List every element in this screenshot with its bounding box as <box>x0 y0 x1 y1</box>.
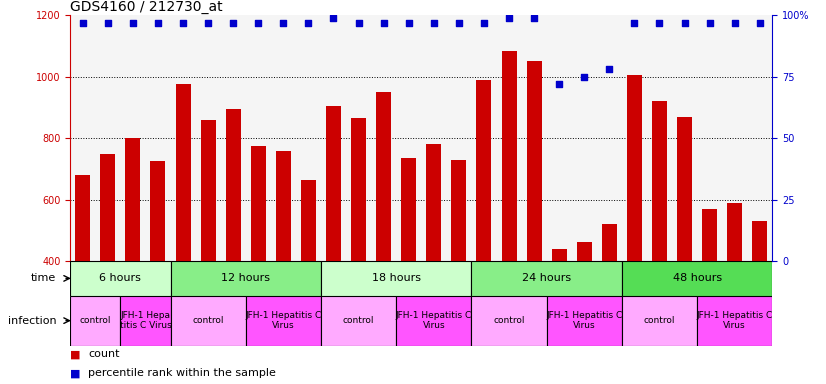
Text: count: count <box>88 349 120 359</box>
Bar <box>527 61 542 384</box>
Text: control: control <box>343 316 374 325</box>
Bar <box>170 296 246 346</box>
Bar <box>602 224 617 384</box>
Bar <box>276 151 291 384</box>
Text: control: control <box>493 316 525 325</box>
Bar <box>501 51 516 384</box>
Point <box>703 20 716 26</box>
Text: time: time <box>31 273 56 283</box>
Text: JFH-1 Hepatitis C
Virus: JFH-1 Hepatitis C Virus <box>396 311 472 330</box>
Bar <box>176 84 191 384</box>
Point <box>502 15 515 21</box>
Text: GDS4160 / 212730_at: GDS4160 / 212730_at <box>70 0 223 14</box>
Point <box>301 20 315 26</box>
Point <box>528 15 541 21</box>
Bar <box>622 296 697 346</box>
Point <box>226 20 240 26</box>
Point <box>377 20 390 26</box>
Bar <box>396 296 472 346</box>
Text: 18 hours: 18 hours <box>372 273 420 283</box>
Bar <box>121 296 170 346</box>
Point <box>453 20 466 26</box>
Text: JFH-1 Hepatitis C
Virus: JFH-1 Hepatitis C Virus <box>546 311 622 330</box>
Bar <box>70 296 121 346</box>
Point <box>628 20 641 26</box>
Point <box>202 20 215 26</box>
Bar <box>702 209 717 384</box>
Text: ■: ■ <box>70 368 81 378</box>
Bar <box>225 109 240 384</box>
Bar <box>627 75 642 384</box>
Text: 48 hours: 48 hours <box>672 273 722 283</box>
Bar <box>321 261 472 296</box>
Point <box>102 20 115 26</box>
Bar <box>547 296 622 346</box>
Bar <box>677 117 692 384</box>
Bar <box>170 261 321 296</box>
Point <box>252 20 265 26</box>
Bar <box>70 261 170 296</box>
Bar <box>472 296 547 346</box>
Text: 6 hours: 6 hours <box>99 273 141 283</box>
Text: control: control <box>643 316 675 325</box>
Bar <box>727 203 743 384</box>
Text: 12 hours: 12 hours <box>221 273 270 283</box>
Point <box>76 20 89 26</box>
Bar <box>201 120 216 384</box>
Text: control: control <box>192 316 224 325</box>
Point <box>728 20 741 26</box>
Point <box>753 20 767 26</box>
Bar <box>426 144 441 384</box>
Point <box>177 20 190 26</box>
Point <box>151 20 164 26</box>
Point <box>653 20 666 26</box>
Point <box>327 15 340 21</box>
Text: JFH-1 Hepatitis C
Virus: JFH-1 Hepatitis C Virus <box>696 311 773 330</box>
Text: 24 hours: 24 hours <box>522 273 572 283</box>
Point <box>477 20 491 26</box>
Bar <box>477 80 491 384</box>
Point <box>427 20 440 26</box>
Bar <box>622 261 772 296</box>
Bar <box>451 161 467 384</box>
Point <box>126 20 140 26</box>
Bar <box>552 249 567 384</box>
Bar <box>652 101 667 384</box>
Text: infection: infection <box>7 316 56 326</box>
Bar <box>376 92 392 384</box>
Text: JFH-1 Hepa
titis C Virus: JFH-1 Hepa titis C Virus <box>120 311 171 330</box>
Bar <box>472 261 622 296</box>
Point <box>402 20 415 26</box>
Bar <box>326 106 341 384</box>
Bar <box>100 154 116 384</box>
Point <box>603 66 616 73</box>
Bar <box>150 161 165 384</box>
Bar <box>246 296 321 346</box>
Point <box>577 74 591 80</box>
Point <box>277 20 290 26</box>
Bar <box>401 158 416 384</box>
Text: JFH-1 Hepatitis C
Virus: JFH-1 Hepatitis C Virus <box>245 311 321 330</box>
Bar <box>126 138 140 384</box>
Bar <box>752 221 767 384</box>
Bar <box>321 296 396 346</box>
Bar <box>577 242 591 384</box>
Bar <box>351 118 366 384</box>
Point <box>352 20 365 26</box>
Text: ■: ■ <box>70 349 81 359</box>
Bar <box>251 146 266 384</box>
Point <box>553 81 566 87</box>
Text: control: control <box>79 316 111 325</box>
Bar <box>75 175 90 384</box>
Bar <box>301 180 316 384</box>
Bar <box>697 296 772 346</box>
Point <box>678 20 691 26</box>
Text: percentile rank within the sample: percentile rank within the sample <box>88 368 276 378</box>
